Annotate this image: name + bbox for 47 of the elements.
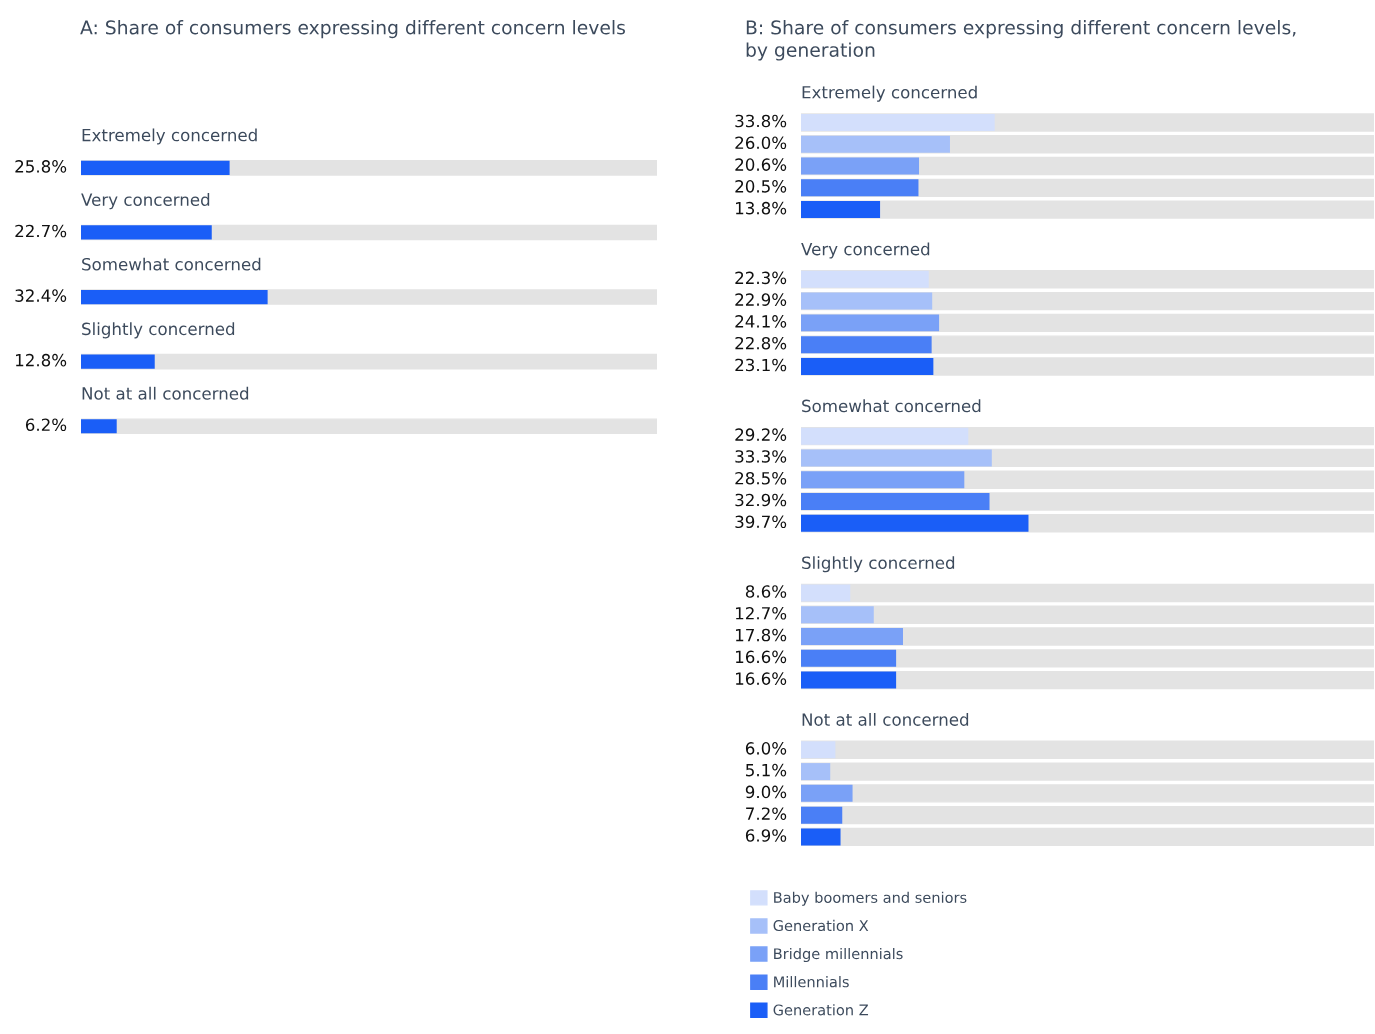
data-label: 32.9%: [735, 493, 787, 507]
data-label: 29.2%: [735, 428, 787, 441]
data-label: 17.8%: [736, 628, 787, 642]
data-label: 22.8%: [735, 336, 787, 350]
data-label: 26.0%: [735, 136, 787, 150]
data-label: 22.3%: [735, 271, 787, 285]
data-label: 20.5%: [735, 180, 787, 193]
data-label: 12.8%: [16, 353, 67, 367]
data-label: 16.6%: [736, 650, 787, 664]
chart-title: B: Share of consumers expressing different concern levels, by generation: [746, 20, 1296, 61]
legend-label: Millennials: [774, 976, 849, 988]
data-label: 32.4%: [15, 289, 67, 302]
y-tick-label: Extremely concerned: [802, 85, 977, 102]
data-label: 6.9%: [745, 829, 787, 842]
data-label: 24.1%: [735, 315, 787, 328]
data-label: 6.2%: [25, 418, 67, 432]
y-tick-label: Slightly concerned: [82, 322, 235, 339]
data-label: 6.0%: [745, 742, 787, 755]
legend-label: Generation Z: [773, 1004, 869, 1016]
y-tick-label: Very concerned: [81, 193, 210, 210]
y-tick-label: Very concerned: [801, 242, 930, 259]
data-label: 28.5%: [735, 471, 787, 485]
legend-label: Generation X: [773, 919, 869, 932]
y-tick-label: Slightly concerned: [802, 556, 955, 573]
data-label: 7.2%: [746, 807, 787, 820]
data-label: 33.8%: [735, 114, 787, 128]
data-label: 23.1%: [735, 358, 787, 372]
data-label: 13.8%: [736, 201, 787, 215]
legend-label: Bridge millennials: [774, 947, 903, 963]
data-label: 5.1%: [746, 763, 787, 777]
chart-title: A: Share of consumers expressing different concern levels: [80, 20, 625, 39]
data-label: 22.9%: [735, 293, 787, 306]
y-tick-label: Extremely concerned: [82, 128, 257, 145]
data-label: 22.7%: [15, 224, 67, 238]
y-tick-label: Not at all concerned: [82, 386, 249, 400]
data-label: 33.3%: [735, 450, 787, 463]
data-label: 8.6%: [745, 585, 787, 598]
y-tick-label: Somewhat concerned: [82, 257, 261, 271]
data-label: 9.0%: [745, 785, 787, 799]
data-label: 39.7%: [735, 515, 787, 529]
data-label: 16.6%: [736, 672, 787, 685]
legend-label: Baby boomers and seniors: [774, 891, 967, 906]
data-label: 25.8%: [15, 160, 67, 173]
y-tick-label: Not at all concerned: [802, 712, 969, 726]
y-tick-label: Somewhat concerned: [802, 399, 981, 413]
data-label: 12.7%: [736, 606, 787, 620]
data-label: 20.6%: [735, 158, 787, 171]
